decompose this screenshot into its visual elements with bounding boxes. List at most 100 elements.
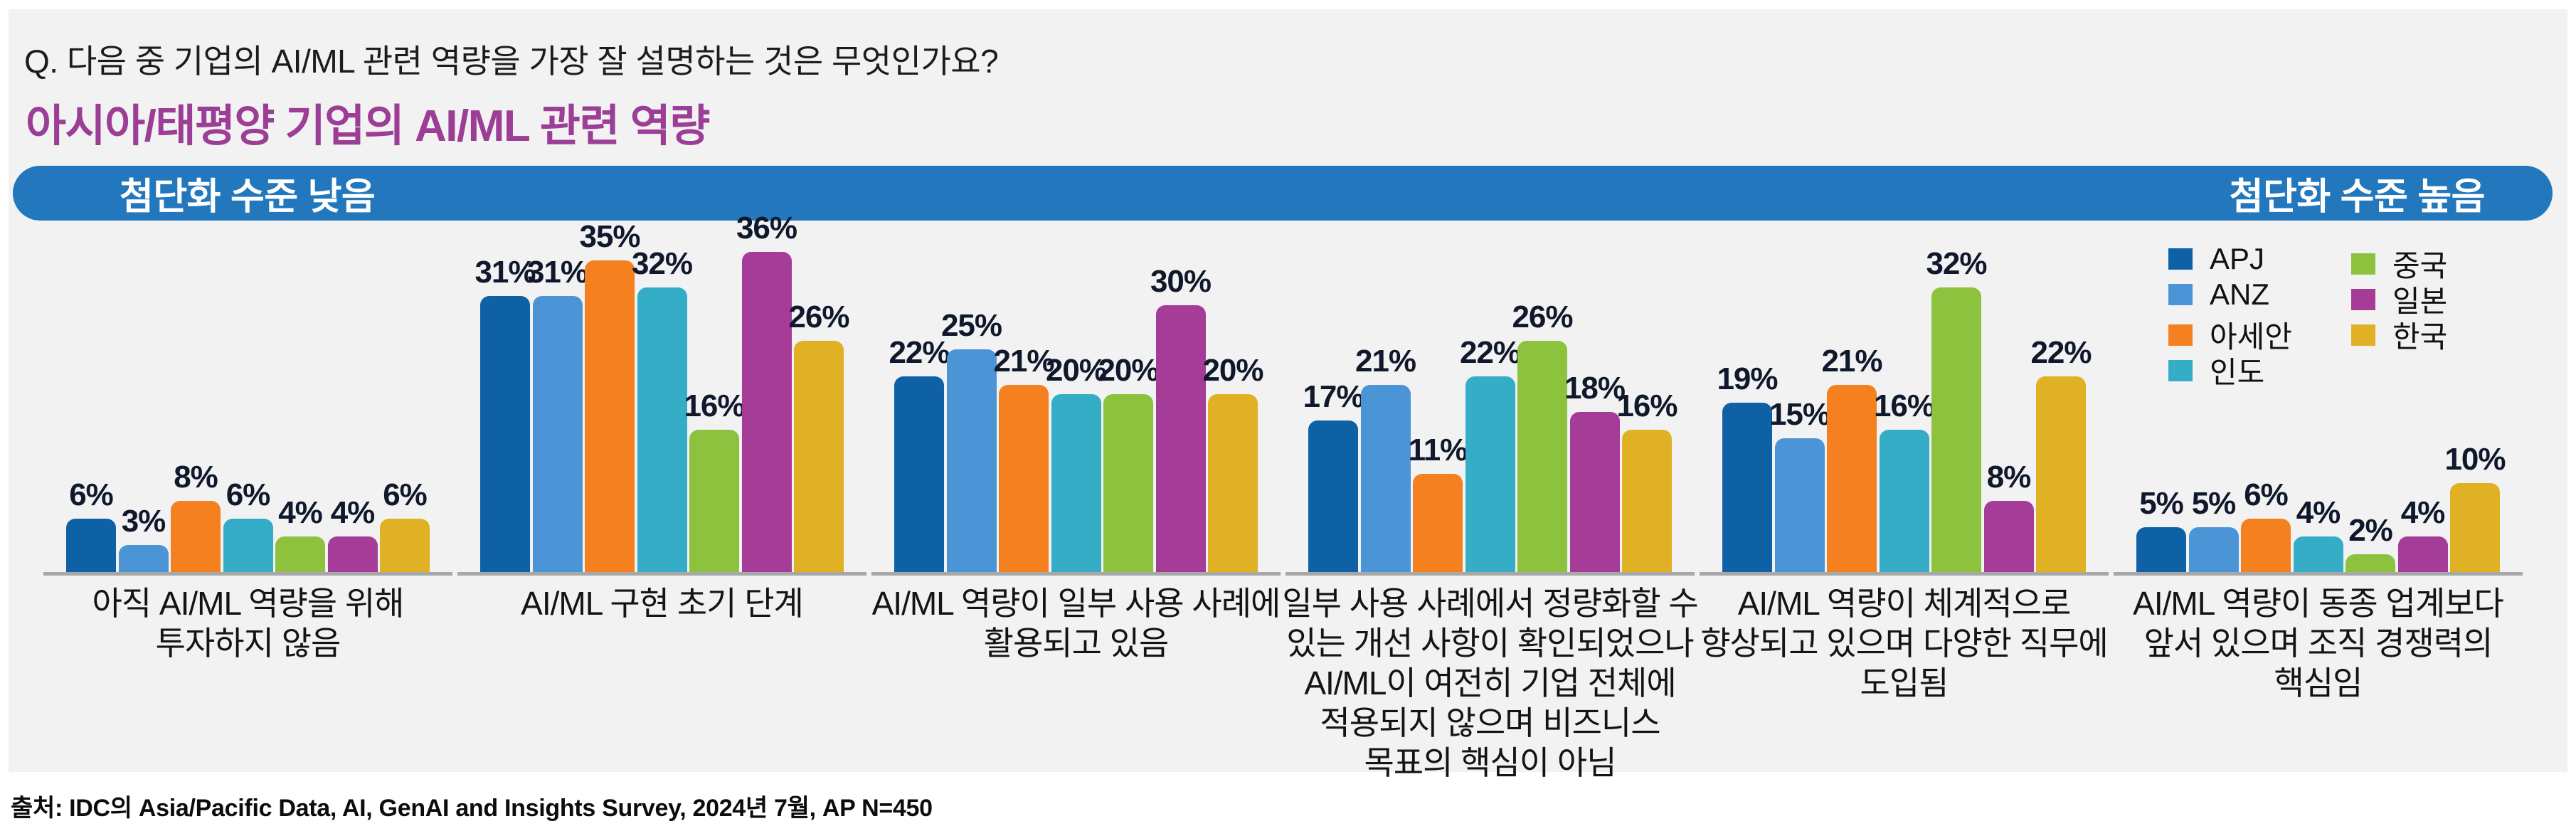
category-label-group3: AI/ML 역량이 일부 사용 사례에 활용되고 있음 [856, 583, 1297, 663]
category-label-group2: AI/ML 구현 초기 단계 [442, 583, 883, 623]
bar-value-label: 20% [1098, 353, 1159, 388]
bar-일본-group4 [1569, 412, 1620, 572]
bar-인도-group6 [2293, 536, 2343, 572]
axis-line [457, 572, 866, 576]
bar-value-label: 26% [1512, 300, 1573, 334]
bar-APJ-group5 [1722, 403, 1772, 572]
bar-중국-group3 [1103, 394, 1153, 572]
category-label-group6: AI/ML 역량이 동종 업계보다 앞서 있으며 조직 경쟁력의 핵심임 [2098, 583, 2539, 703]
source-note: 출처: IDC의 Asia/Pacific Data, AI, GenAI an… [11, 795, 933, 822]
legend-item-아세안: 아세안 [2168, 313, 2292, 356]
bar-한국-group2 [794, 341, 844, 572]
bar-APJ-group1 [66, 519, 116, 572]
bar-value-label: 19% [1717, 361, 1778, 396]
bar-value-label: 4% [330, 495, 376, 530]
bar-인도-group4 [1465, 376, 1515, 572]
category-label-line: 핵심임 [2274, 665, 2363, 702]
category-label-line: AI/ML 역량이 일부 사용 사례에 [871, 585, 1281, 622]
legend-swatch-icon [2168, 284, 2193, 305]
category-label-line: 일부 사용 사례에서 정량화할 수 [1282, 585, 1698, 622]
bar-APJ-group6 [2136, 527, 2186, 572]
bar-value-label: 25% [940, 308, 1002, 343]
legend-item-ANZ: ANZ [2168, 277, 2269, 312]
bar-value-label: 11% [1408, 433, 1468, 467]
bar-value-label: 16% [1616, 388, 1677, 423]
bar-value-label: 3% [121, 504, 166, 539]
bar-아세안-group5 [1827, 385, 1877, 572]
category-label-group5: AI/ML 역량이 체계적으로 향상되고 있으며 다양한 직무에 도입됨 [1684, 583, 2125, 703]
bar-아세안-group2 [585, 260, 635, 572]
bar-일본-group6 [2397, 536, 2448, 572]
question-title: Q. 다음 중 기업의 AI/ML 관련 역량을 가장 잘 설명하는 것은 무엇… [24, 43, 999, 80]
axis-line [2114, 572, 2523, 576]
legend-item-APJ: APJ [2168, 242, 2264, 276]
bar-아세안-group1 [171, 501, 221, 572]
bar-ANZ-group4 [1360, 385, 1411, 572]
bar-value-label: 8% [1986, 460, 2032, 494]
bar-일본-group1 [327, 536, 378, 572]
category-label-line: 목표의 핵심이 아님 [1364, 744, 1616, 781]
bar-value-label: 6% [69, 477, 114, 512]
bar-아세안-group4 [1413, 474, 1463, 572]
bar-value-label: 30% [1150, 264, 1212, 299]
bar-인도-group5 [1879, 430, 1929, 572]
banner-label-low: 첨단화 수준 낮음 [120, 176, 376, 218]
category-label-group1: 아직 AI/ML 역량을 위해 투자하지 않음 [28, 583, 469, 663]
axis-line [871, 572, 1281, 576]
bar-value-label: 5% [2191, 486, 2237, 521]
bar-value-label: 8% [174, 460, 218, 494]
bar-중국-group2 [689, 430, 739, 572]
axis-line [1700, 572, 2109, 576]
legend-swatch-icon [2168, 248, 2193, 270]
category-label-line: 향상되고 있으며 다양한 직무에 [1700, 625, 2109, 662]
legend-label: 아세안 [2210, 320, 2292, 354]
category-label-line: 도입됨 [1860, 665, 1949, 702]
bar-한국-group4 [1622, 430, 1672, 572]
advancement-spectrum-banner: 첨단화 수준 낮음 첨단화 수준 높음 [13, 166, 2553, 221]
bar-value-label: 2% [2348, 513, 2393, 548]
category-label-line: AI/ML 구현 초기 단계 [521, 585, 804, 622]
legend-swatch-icon [2351, 324, 2375, 346]
bar-value-label: 6% [383, 477, 428, 512]
category-label-line: 있는 개선 사항이 확인되었으나 [1286, 625, 1695, 662]
axis-line [43, 572, 452, 576]
category-label-line: 앞서 있으며 조직 경쟁력의 [2143, 625, 2493, 662]
legend-label: 중국 [2392, 249, 2448, 282]
bar-value-label: 21% [993, 344, 1054, 379]
legend-item-인도: 인도 [2168, 349, 2264, 392]
bar-ANZ-group5 [1774, 438, 1825, 572]
bar-인도-group2 [637, 287, 687, 572]
bar-value-label: 16% [684, 388, 745, 423]
bar-인도-group1 [223, 519, 273, 572]
bar-value-label: 32% [1926, 246, 1987, 281]
bar-value-label: 5% [2139, 486, 2184, 521]
bar-value-label: 26% [788, 300, 849, 334]
legend-item-중국: 중국 [2351, 242, 2447, 285]
legend-swatch-icon [2168, 324, 2193, 346]
bar-value-label: 21% [1821, 344, 1882, 379]
legend-label: ANZ [2210, 277, 2269, 311]
bar-value-label: 36% [736, 211, 797, 245]
category-label-line: 아직 AI/ML 역량을 위해 [92, 585, 404, 622]
bar-한국-group6 [2450, 483, 2500, 572]
bar-value-label: 20% [1045, 353, 1107, 388]
category-label-line: AI/ML 역량이 동종 업계보다 [2133, 585, 2504, 622]
category-label-line: AI/ML 역량이 체계적으로 [1737, 585, 2072, 622]
bar-중국-group5 [1931, 287, 1981, 572]
legend-item-일본: 일본 [2351, 277, 2447, 321]
bar-일본-group3 [1155, 305, 1206, 572]
bar-value-label: 17% [1303, 379, 1364, 414]
bar-APJ-group4 [1308, 420, 1358, 572]
bar-value-label: 4% [278, 495, 323, 530]
bar-value-label: 10% [2444, 442, 2506, 477]
bar-APJ-group3 [894, 376, 944, 572]
bar-APJ-group2 [480, 296, 530, 572]
legend-label: 일본 [2392, 285, 2448, 318]
bar-value-label: 22% [889, 335, 950, 370]
bar-아세안-group6 [2241, 519, 2291, 572]
bar-중국-group1 [275, 536, 325, 572]
bar-value-label: 6% [226, 477, 271, 512]
bar-value-label: 20% [1202, 353, 1263, 388]
bar-value-label: 16% [1873, 388, 1935, 423]
